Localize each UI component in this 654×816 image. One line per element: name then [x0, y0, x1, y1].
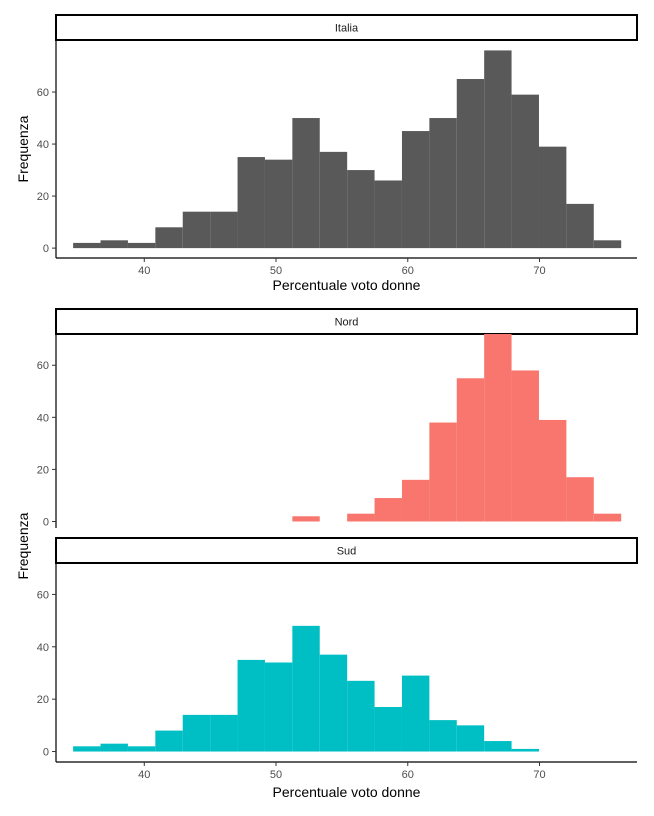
- bar-sud: [374, 707, 402, 752]
- bar-italia: [538, 146, 567, 249]
- bar-italia: [484, 50, 512, 249]
- y-tick-label-sud: 40: [37, 642, 49, 654]
- y-tick-label-sud: 60: [37, 589, 49, 601]
- strip-label-italia: Italia: [335, 23, 359, 35]
- bar-sud: [127, 746, 156, 752]
- bar-sud: [237, 659, 265, 752]
- bar-sud: [210, 714, 238, 752]
- bar-italia: [292, 118, 320, 249]
- bar-nord: [566, 477, 594, 522]
- bar-nord: [538, 419, 567, 522]
- bar-nord: [511, 370, 539, 522]
- strip-nord: [55, 308, 638, 335]
- bar-italia: [401, 131, 430, 249]
- bar-italia: [237, 157, 265, 249]
- strip-italia: [55, 14, 638, 41]
- bar-sud: [100, 743, 128, 752]
- bar-sud: [347, 680, 375, 752]
- bar-italia: [182, 211, 211, 249]
- bar-nord: [401, 479, 430, 522]
- y-tick-label-nord: 20: [37, 464, 49, 476]
- bar-sud: [182, 714, 211, 752]
- y-tick-label-nord: 40: [37, 412, 49, 424]
- bar-italia: [511, 94, 539, 249]
- y-tick-label-italia: 40: [37, 139, 49, 151]
- y-tick-label-italia: 0: [43, 243, 49, 255]
- x-axis-title-sud: Percentuale voto donne: [273, 784, 421, 800]
- y-tick-label-italia: 20: [37, 191, 49, 203]
- strip-label-nord: Nord: [335, 317, 359, 329]
- bar-sud: [264, 662, 293, 752]
- bar-italia: [264, 159, 293, 249]
- bar-sud: [319, 654, 348, 752]
- bar-sud: [401, 675, 430, 752]
- x-tick-label-sud: 50: [270, 769, 282, 781]
- bar-nord: [374, 498, 402, 522]
- bar-nord: [484, 334, 512, 522]
- y-tick-label-sud: 20: [37, 694, 49, 706]
- y-tick-label-sud: 0: [43, 747, 49, 759]
- bar-sud: [456, 725, 485, 752]
- strip-sud: [55, 537, 638, 564]
- y-axis-title-italia: Frequenza: [15, 115, 31, 182]
- bar-italia: [73, 242, 101, 249]
- bar-italia: [429, 118, 457, 249]
- x-tick-label-sud: 70: [533, 769, 545, 781]
- bar-nord: [292, 516, 320, 522]
- bar-italia: [593, 240, 622, 249]
- x-tick-label-italia: 70: [533, 265, 545, 277]
- bar-italia: [210, 211, 238, 249]
- strip-label-sud: Sud: [337, 546, 357, 558]
- bar-italia: [566, 203, 594, 249]
- bar-sud: [484, 741, 512, 752]
- y-tick-label-italia: 60: [37, 87, 49, 99]
- bar-sud: [511, 748, 539, 752]
- x-tick-label-italia: 60: [402, 265, 414, 277]
- bar-italia: [347, 170, 375, 249]
- bar-sud: [155, 730, 183, 752]
- y-tick-label-nord: 0: [43, 516, 49, 528]
- x-tick-label-italia: 50: [270, 265, 282, 277]
- bar-sud: [429, 720, 457, 752]
- bar-sud: [73, 746, 101, 752]
- x-tick-label-sud: 60: [402, 769, 414, 781]
- bar-italia: [127, 242, 156, 249]
- x-tick-label-italia: 40: [138, 265, 150, 277]
- bar-italia: [100, 240, 128, 249]
- bar-nord: [429, 422, 457, 522]
- bar-nord: [593, 513, 622, 522]
- x-axis-title-italia: Percentuale voto donne: [273, 277, 421, 293]
- bar-nord: [456, 378, 485, 522]
- y-tick-label-nord: 60: [37, 360, 49, 372]
- bar-italia: [374, 180, 402, 249]
- bar-nord: [347, 513, 375, 522]
- bar-italia: [319, 151, 348, 249]
- bar-italia: [456, 79, 485, 249]
- x-tick-label-sud: 40: [138, 769, 150, 781]
- bar-sud: [292, 625, 320, 752]
- y-axis-title-nord-sud: Frequenza: [15, 512, 31, 579]
- bar-italia: [155, 227, 183, 249]
